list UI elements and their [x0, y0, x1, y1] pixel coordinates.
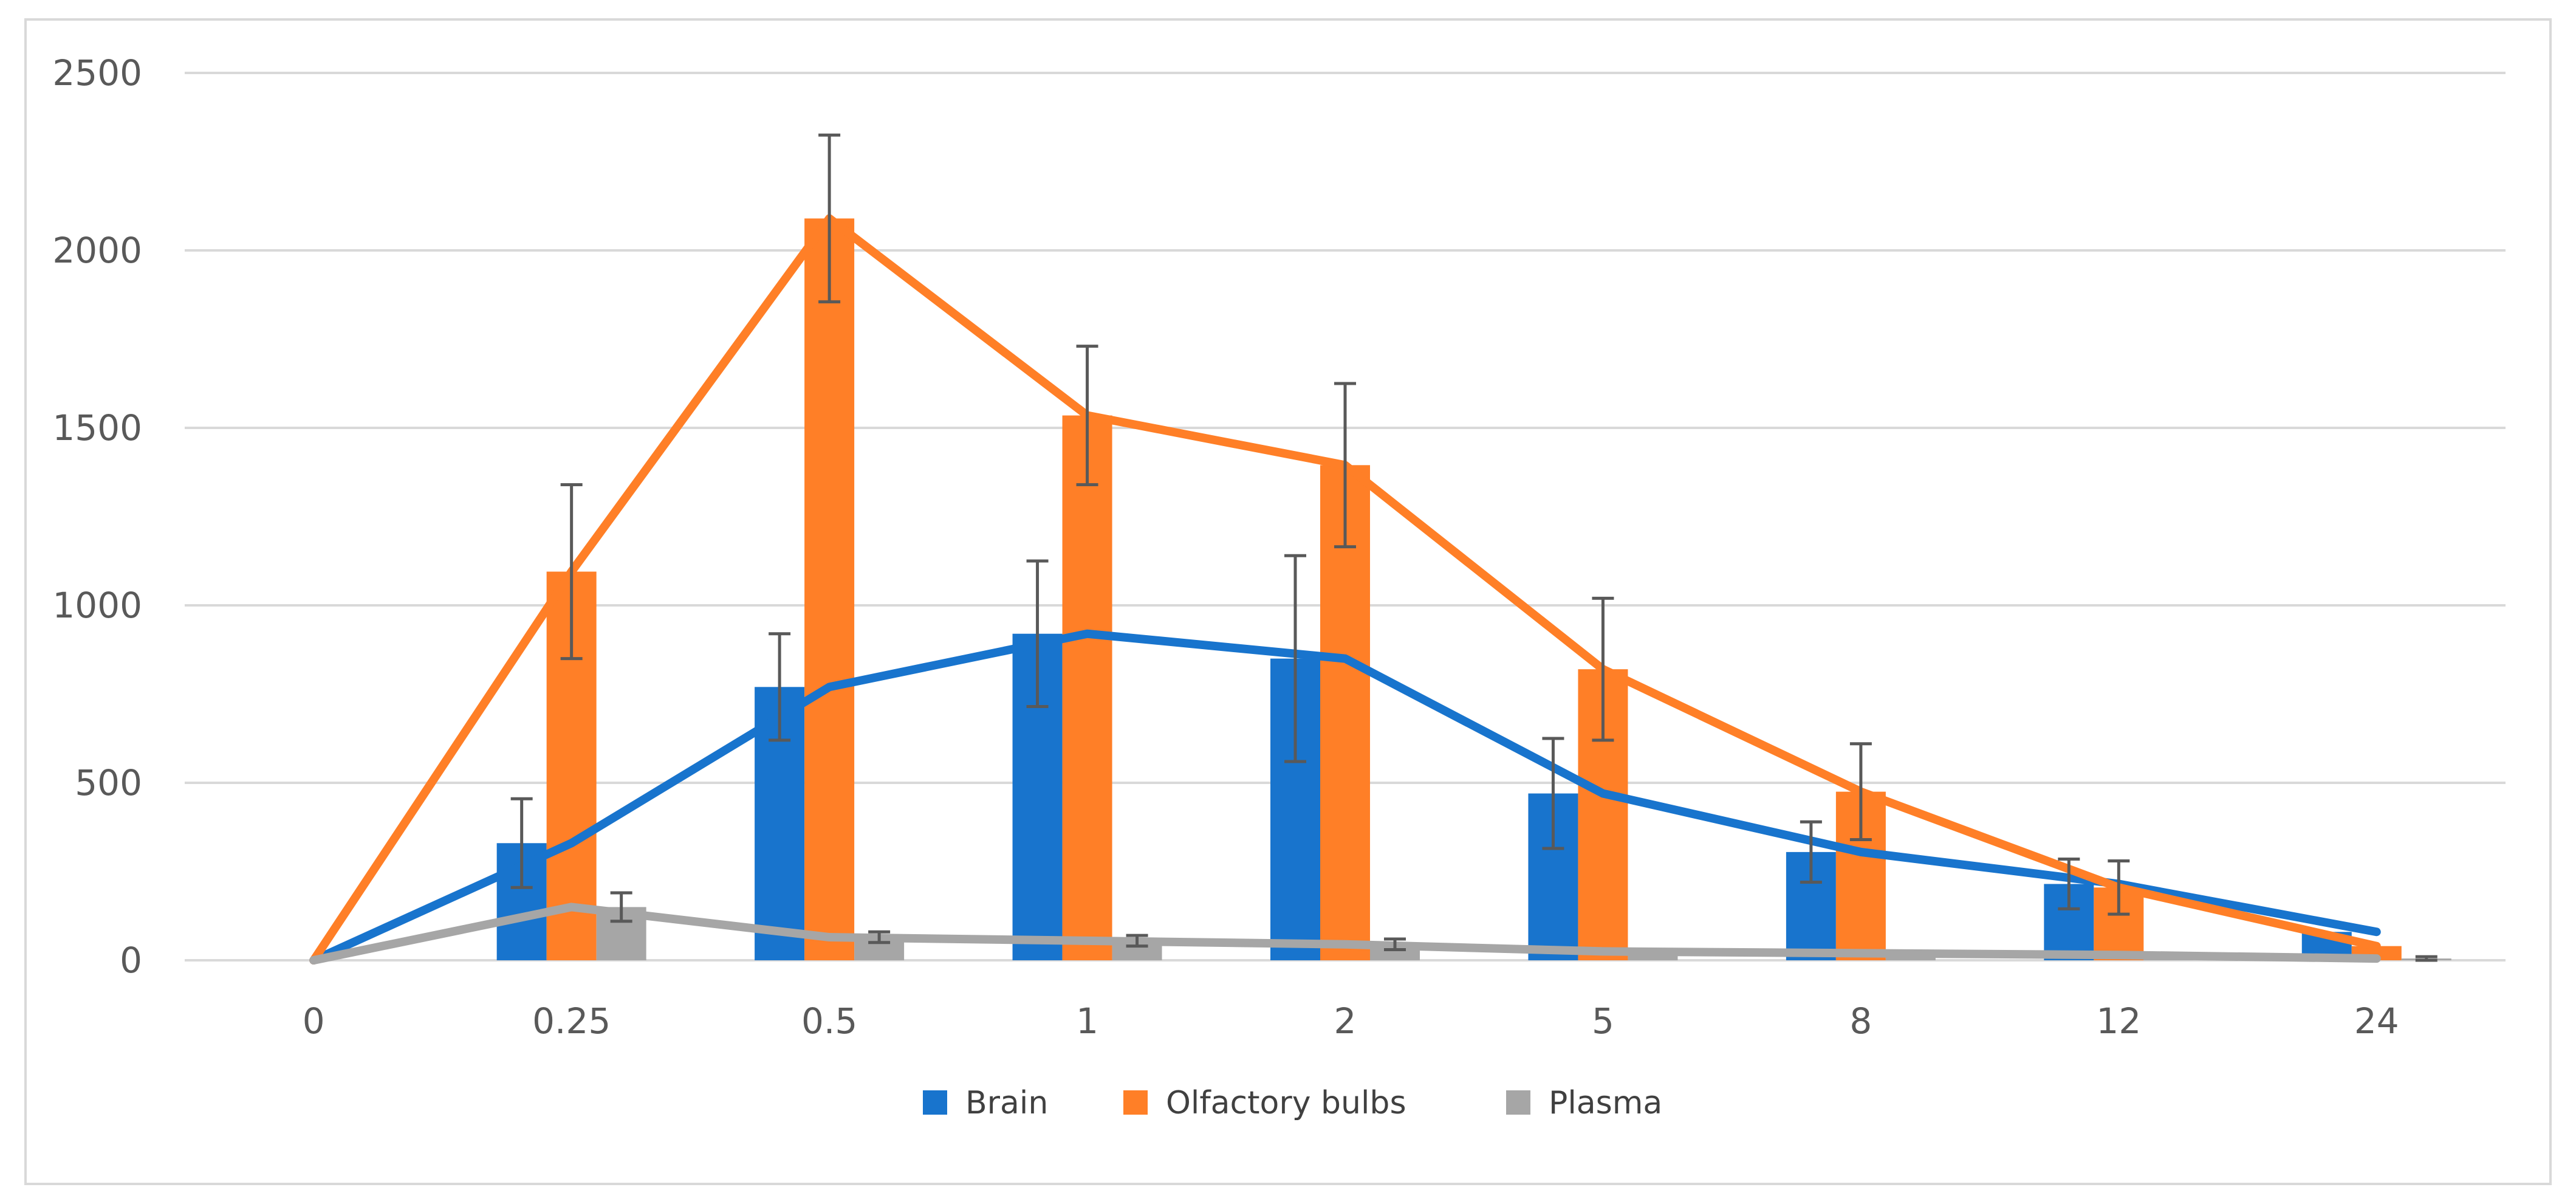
y-tick-label-1500: 1500: [52, 407, 142, 449]
x-tick-label-0: 0: [303, 1000, 325, 1042]
error-bar-olfactory-bulbs-1: [1076, 345, 1098, 486]
error-bar-brain-8: [1800, 820, 1822, 884]
x-tick-label-0-5: 0.5: [801, 1000, 857, 1042]
error-bar-plasma-0-5: [868, 930, 891, 944]
error-bar-plasma-2: [1384, 937, 1406, 951]
legend-item-brain: Brain: [923, 1085, 1048, 1121]
error-bar-brain-0-25: [510, 797, 533, 889]
error-bar-olfactory-bulbs-2: [1334, 382, 1356, 549]
error-bar-plasma-1: [1126, 934, 1148, 948]
error-bar-olfactory-bulbs-5: [1592, 596, 1614, 742]
error-bar-plasma-24: [2415, 955, 2437, 962]
legend-item-olfactory-bulbs: Olfactory bulbs: [1123, 1085, 1406, 1121]
trend-line-brain: [309, 629, 2381, 965]
error-bar-olfactory-bulbs-12: [2108, 859, 2130, 916]
bar-layer: [496, 218, 2451, 961]
legend-swatch-plasma: [1506, 1090, 1530, 1115]
legend-swatch-brain: [923, 1090, 947, 1115]
legend-item-plasma: Plasma: [1506, 1085, 1662, 1121]
x-tick-label-5: 5: [1592, 1000, 1614, 1042]
error-layer: [510, 133, 2437, 962]
error-bar-brain-1: [1026, 559, 1049, 708]
y-tick-label-1000: 1000: [52, 585, 142, 626]
trend-line-plasma: [309, 903, 2381, 965]
error-bar-brain-0-5: [769, 632, 791, 742]
chart-frame: 0 500 1000 1500 2000 2500 0 0.25 0.5 1 2 5 8 12 24 Bra…: [24, 18, 2552, 1185]
error-bar-brain-2: [1284, 554, 1306, 763]
x-tick-label-8: 8: [1849, 1000, 1872, 1042]
y-tick-label-0: 0: [120, 940, 142, 981]
x-tick-label-12: 12: [2096, 1000, 2141, 1042]
legend-label-plasma: Plasma: [1549, 1085, 1662, 1121]
error-bar-olfactory-bulbs-8: [1849, 742, 1872, 841]
error-bar-brain-5: [1542, 737, 1564, 850]
x-tick-label-2: 2: [1334, 1000, 1357, 1042]
x-tick-label-24: 24: [2354, 1000, 2399, 1042]
error-bar-plasma-0-25: [610, 891, 632, 923]
error-bar-brain-12: [2058, 858, 2080, 910]
legend-swatch-olfactory-bulbs: [1123, 1090, 1148, 1115]
y-tick-label-500: 500: [75, 762, 142, 803]
x-tick-label-1: 1: [1076, 1000, 1098, 1042]
bar-olfactory-bulbs-0-5: [804, 218, 855, 961]
error-bar-olfactory-bulbs-0-25: [560, 483, 583, 661]
error-bar-olfactory-bulbs-0-5: [818, 133, 841, 304]
legend-layer: Brain Olfactory bulbs Plasma: [923, 1085, 1662, 1121]
y-tick-label-2000: 2000: [52, 230, 142, 271]
legend-label-brain: Brain: [965, 1085, 1048, 1121]
x-tick-label-0-25: 0.25: [532, 1000, 611, 1042]
bar-olfactory-bulbs-1: [1062, 415, 1112, 960]
legend-label-olfactory-bulbs: Olfactory bulbs: [1166, 1085, 1406, 1121]
y-tick-label-2500: 2500: [52, 52, 142, 94]
